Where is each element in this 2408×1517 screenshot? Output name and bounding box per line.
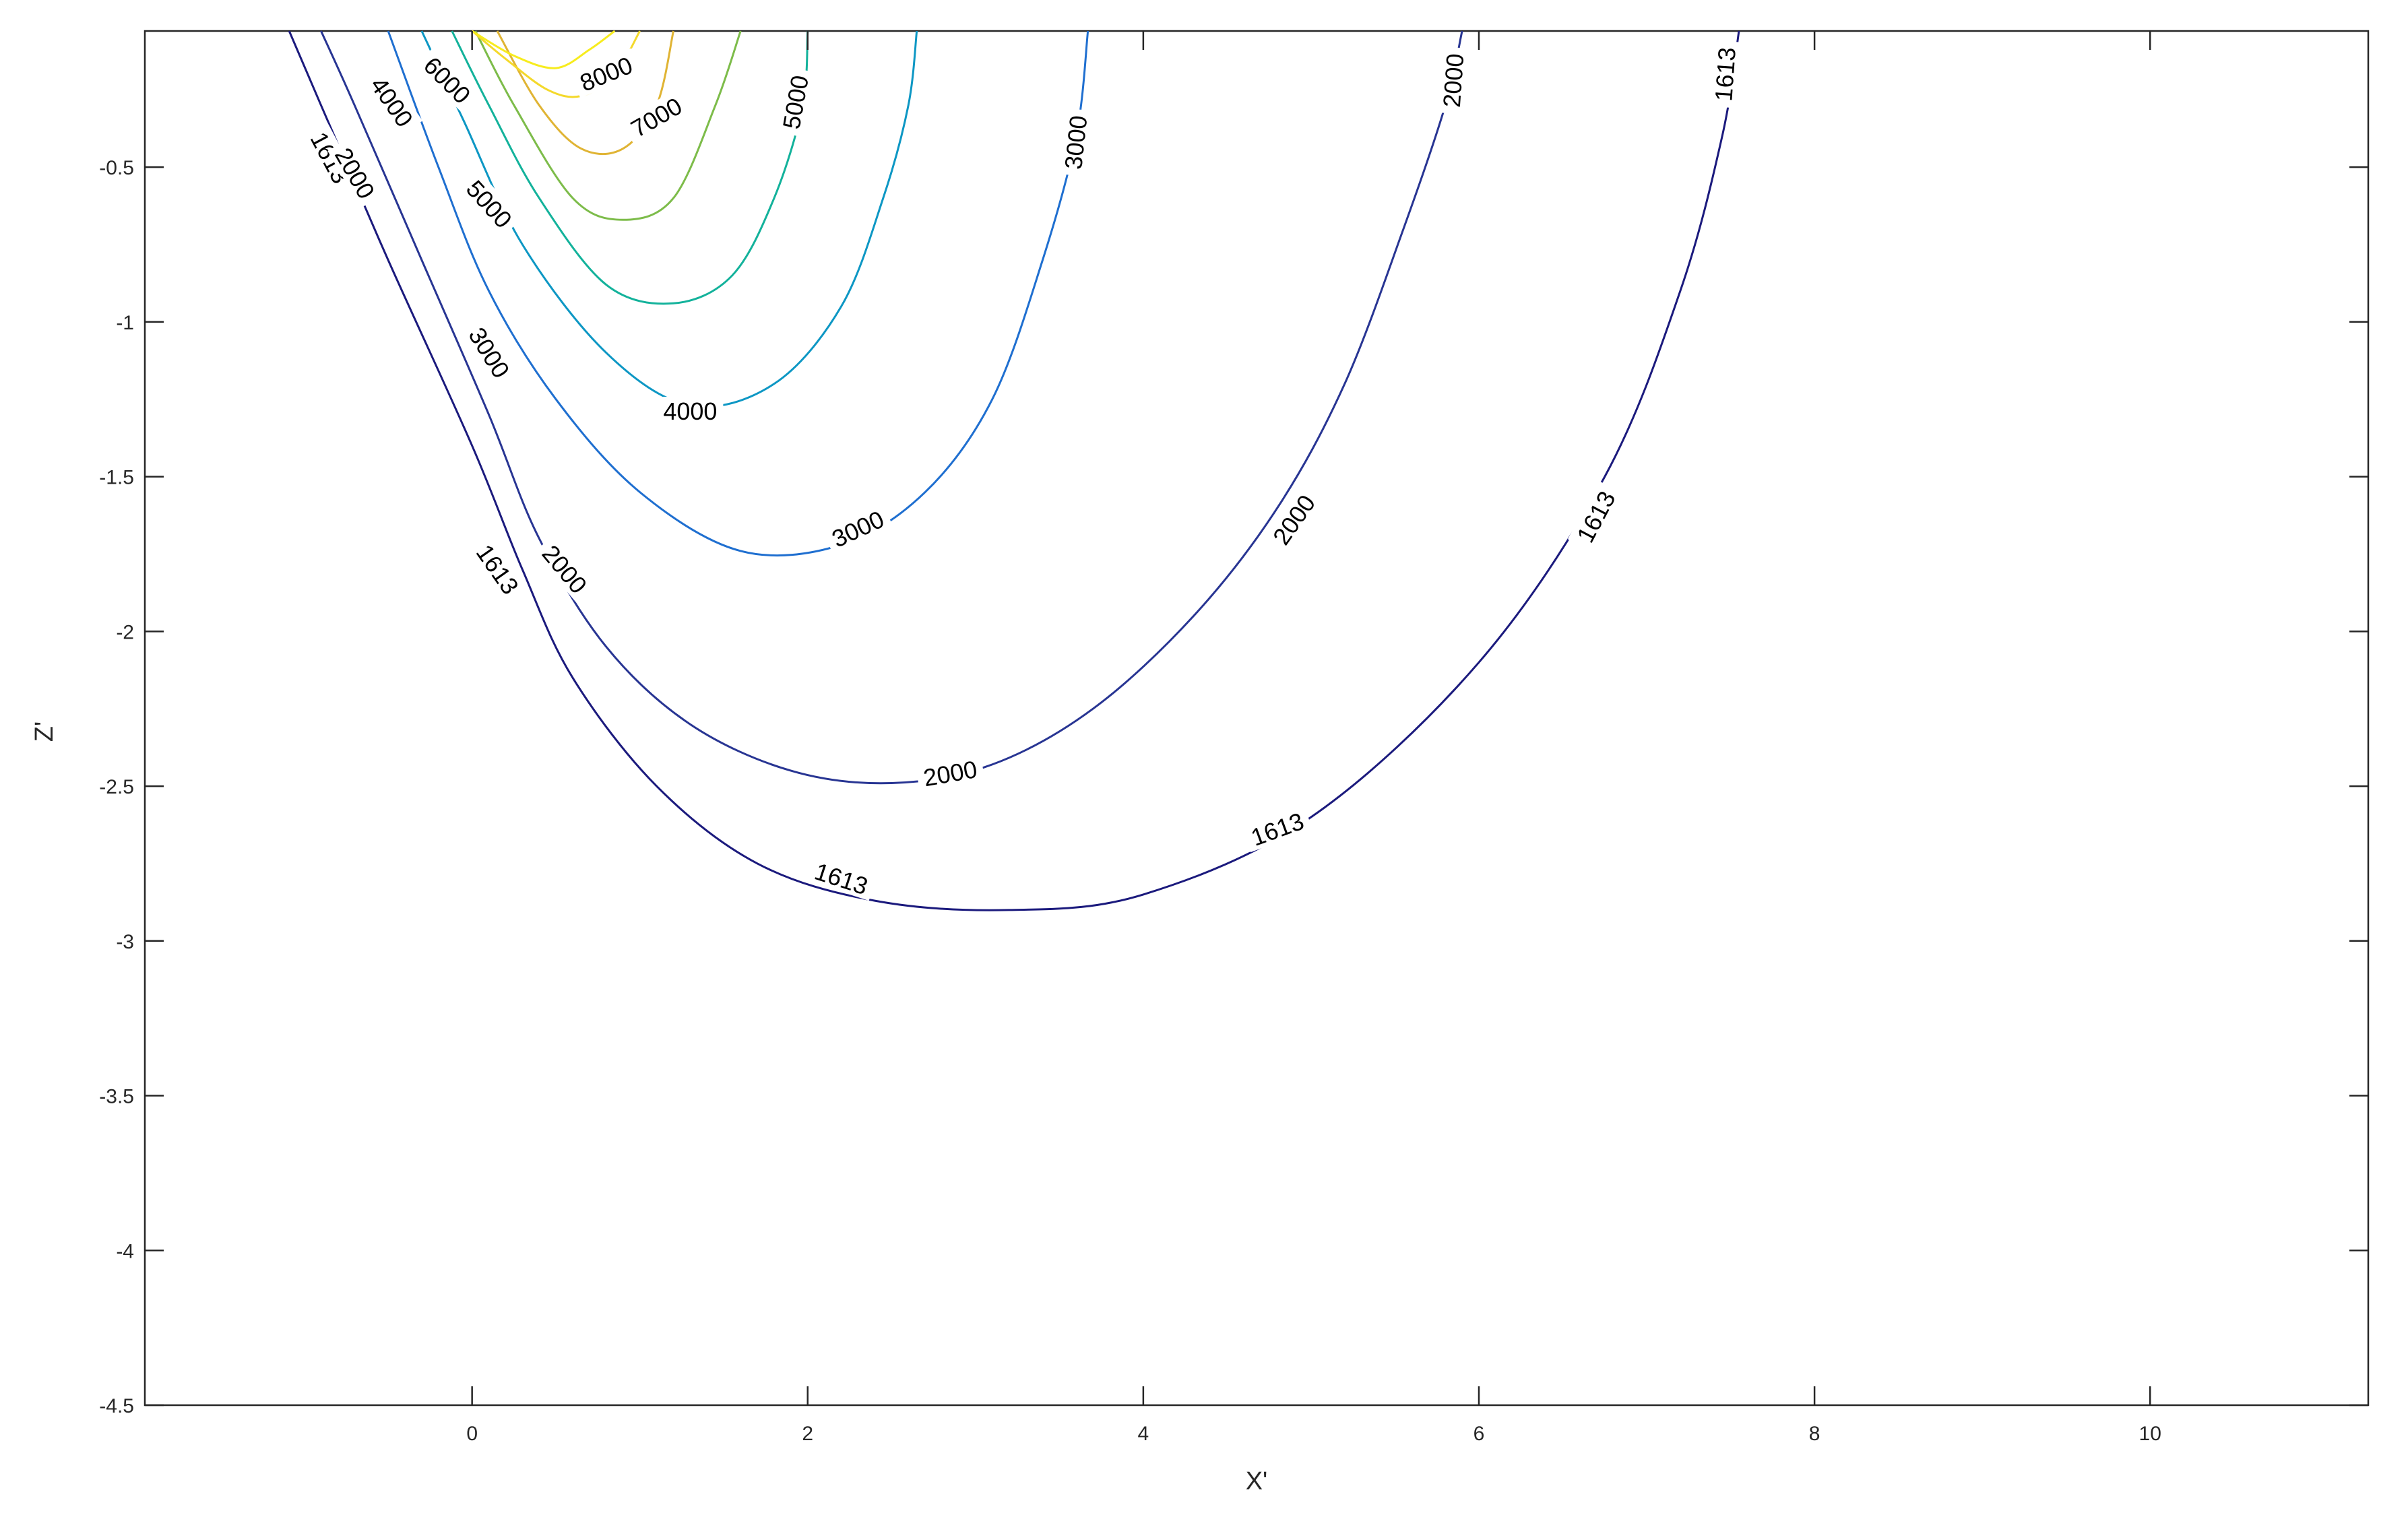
contour-label-bg: [1241, 804, 1313, 853]
contour-label-bg: [327, 137, 384, 208]
x-tick-label: 0: [466, 1423, 478, 1445]
y-axis-label: Z': [30, 721, 59, 742]
contour-label-bg: [362, 66, 423, 137]
contour-label-bg: [1436, 46, 1468, 115]
contour-label-group: 2000: [915, 753, 985, 792]
x-tick-label: 6: [1474, 1423, 1485, 1445]
contour-label: 1613: [1709, 46, 1740, 102]
contour-label-group: 2000: [1436, 46, 1469, 115]
contour-label: 4000: [663, 397, 717, 425]
contour-label-bg: [570, 48, 642, 98]
y-tick-label: -1: [116, 312, 134, 334]
contour-label-group: 4000: [657, 397, 724, 425]
contour-line-7000: [496, 30, 674, 156]
y-tick-label: -4.5: [99, 1395, 134, 1417]
y-tick-label: -3: [116, 931, 134, 953]
y-tick-label: -2: [116, 621, 134, 643]
y-tick-label: -3.5: [99, 1086, 134, 1108]
contour-label-bg: [468, 534, 529, 604]
contour-line-1613: [288, 30, 1740, 911]
plot-area: [144, 30, 2370, 1407]
contour-line-3000: [387, 30, 1089, 557]
contour-label-bg: [1263, 484, 1323, 554]
contour-label: 3000: [1059, 114, 1092, 170]
x-tick-label: 2: [802, 1423, 813, 1445]
contour-label: 2000: [1438, 53, 1469, 108]
y-tick-label: -0.5: [99, 157, 134, 179]
x-tick-label: 8: [1809, 1423, 1820, 1445]
contour-label-bg: [775, 67, 814, 137]
contour-label-bg: [534, 534, 597, 603]
contour-label-group: 1613: [1708, 40, 1741, 108]
contour-line-6000: [474, 30, 742, 221]
contour-line-9000: [471, 30, 616, 69]
contour-line-5000: [451, 30, 809, 305]
x-tick-label: 4: [1138, 1423, 1149, 1445]
contour-label-bg: [457, 170, 522, 237]
contour-label-bg: [821, 502, 893, 554]
y-tick-label: -1.5: [99, 467, 134, 489]
x-axis-label: X': [1246, 1467, 1268, 1495]
y-axis-ticks: -0.5 -1 -1.5 -2 -2.5 -3 -3.5 -4 -4.5: [99, 157, 2368, 1417]
contour-label-bg: [1708, 40, 1740, 108]
contour-label-bg: [621, 88, 692, 145]
contour-label-bg: [461, 317, 519, 387]
contour-label-bg: [657, 397, 724, 424]
contour-label-bg: [1567, 480, 1623, 552]
contour-label-bg: [915, 753, 985, 792]
contour-label-bg: [806, 854, 878, 901]
contour-label-bg: [1058, 108, 1092, 177]
x-tick-label: 10: [2139, 1423, 2161, 1445]
y-tick-label: -4: [116, 1240, 134, 1262]
contour-label-bg: [414, 46, 481, 112]
contour-label-group: 3000: [1058, 108, 1092, 177]
y-tick-label: -2.5: [99, 776, 134, 798]
x-axis-ticks: 0 2 4 6 8 10: [466, 31, 2161, 1445]
contour-line-2000: [320, 30, 1463, 785]
contour-lines: [288, 30, 1740, 911]
